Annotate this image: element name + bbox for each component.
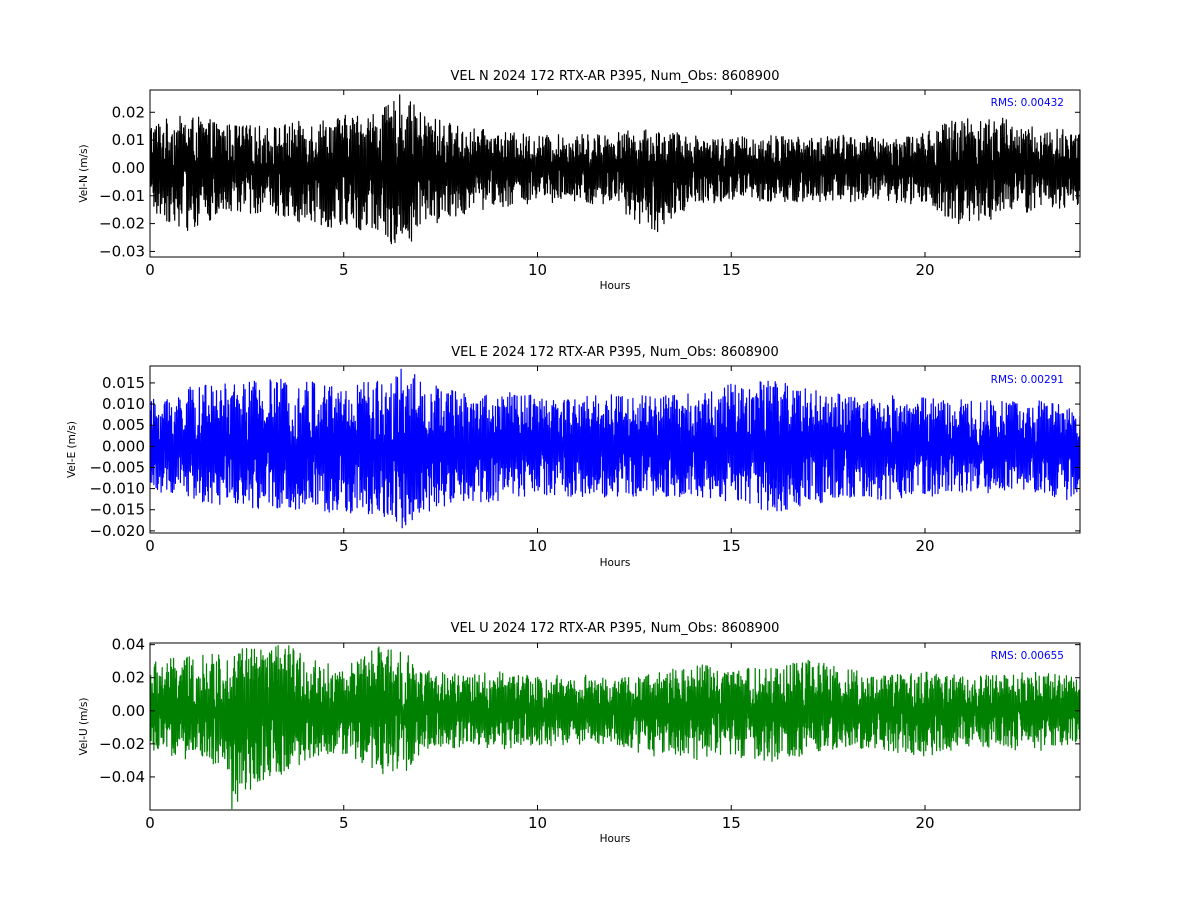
y-tick-label: 0.02 (112, 669, 145, 687)
ylabel-vel-u: Vel-U (m/s) (78, 698, 90, 756)
axes-frame-vel-u (149, 642, 1081, 811)
data-trace-vel-u (150, 645, 1080, 810)
x-tick-label: 0 (145, 814, 155, 832)
y-tick-label: −0.020 (89, 522, 145, 540)
ticks-vel-u: 0 5 10 15 20 0.04 0.02 0.00 −0.02 −0.04 (99, 636, 1080, 832)
x-tick-label: 20 (915, 261, 934, 279)
y-tick-label: 0.010 (102, 395, 145, 413)
x-tick-label: 5 (339, 814, 349, 832)
x-tick-label: 20 (915, 537, 934, 555)
y-tick-label: 0.02 (112, 103, 145, 121)
y-tick-label: −0.04 (99, 768, 145, 786)
xlabel-vel-n: Hours (600, 280, 631, 292)
axes-frame-vel-n (149, 89, 1081, 258)
xlabel-vel-u: Hours (600, 833, 631, 845)
y-tick-label: −0.010 (89, 480, 145, 498)
rms-annotation-vel-u: RMS: 0.00655 (991, 650, 1064, 662)
x-tick-label: 15 (722, 814, 741, 832)
y-tick-label: 0.01 (112, 131, 145, 149)
y-tick-label: 0.000 (102, 437, 145, 455)
y-tick-label: −0.01 (99, 187, 145, 205)
title-vel-n: VEL N 2024 172 RTX-AR P395, Num_Obs: 860… (451, 69, 780, 84)
y-tick-label: 0.00 (112, 159, 145, 177)
y-tick-label: −0.02 (99, 735, 145, 753)
data-trace-vel-n (150, 94, 1080, 245)
xlabel-vel-e: Hours (600, 557, 631, 569)
x-tick-label: 0 (145, 261, 155, 279)
x-tick-label: 0 (145, 537, 155, 555)
y-tick-label: −0.02 (99, 215, 145, 233)
data-trace-vel-e (150, 368, 1080, 529)
x-tick-label: 20 (915, 814, 934, 832)
y-tick-label: −0.015 (89, 501, 145, 519)
title-vel-u: VEL U 2024 172 RTX-AR P395, Num_Obs: 860… (451, 621, 780, 636)
title-vel-e: VEL E 2024 172 RTX-AR P395, Num_Obs: 860… (451, 345, 778, 360)
y-tick-label: 0.015 (102, 374, 145, 392)
x-tick-label: 10 (528, 261, 547, 279)
rms-annotation-vel-n: RMS: 0.00432 (991, 97, 1064, 109)
x-tick-label: 15 (722, 537, 741, 555)
y-tick-label: 0.00 (112, 702, 145, 720)
plot-area-vel-e (150, 366, 1080, 533)
plot-area-vel-n (150, 90, 1080, 257)
ylabel-vel-n: Vel-N (m/s) (78, 144, 90, 202)
y-tick-label: −0.03 (99, 242, 145, 260)
panel-vel-e: VEL E 2024 172 RTX-AR P395, Num_Obs: 860… (66, 345, 1081, 569)
ticks-vel-n: 0 5 10 15 20 0.02 0.01 0.00 −0.01 −0.02 −0.03 (99, 90, 1080, 279)
panel-vel-n: VEL N 2024 172 RTX-AR P395, Num_Obs: 860… (78, 69, 1081, 292)
x-tick-label: 10 (528, 814, 547, 832)
x-tick-label: 10 (528, 537, 547, 555)
plot-area-vel-u (150, 643, 1080, 810)
y-tick-label: 0.005 (102, 416, 145, 434)
rms-annotation-vel-e: RMS: 0.00291 (991, 374, 1064, 386)
y-tick-label: −0.005 (89, 458, 145, 476)
ylabel-vel-e: Vel-E (m/s) (66, 421, 78, 478)
x-tick-label: 5 (339, 261, 349, 279)
axes-frame-vel-e (149, 365, 1081, 534)
x-tick-label: 15 (722, 261, 741, 279)
panel-vel-u: VEL U 2024 172 RTX-AR P395, Num_Obs: 860… (78, 621, 1081, 845)
y-tick-label: 0.04 (112, 636, 145, 654)
x-tick-label: 5 (339, 537, 349, 555)
ticks-vel-e: 0 5 10 15 20 0.015 0.010 0.005 0.000 −0.005 −0.010… (89, 366, 1080, 555)
